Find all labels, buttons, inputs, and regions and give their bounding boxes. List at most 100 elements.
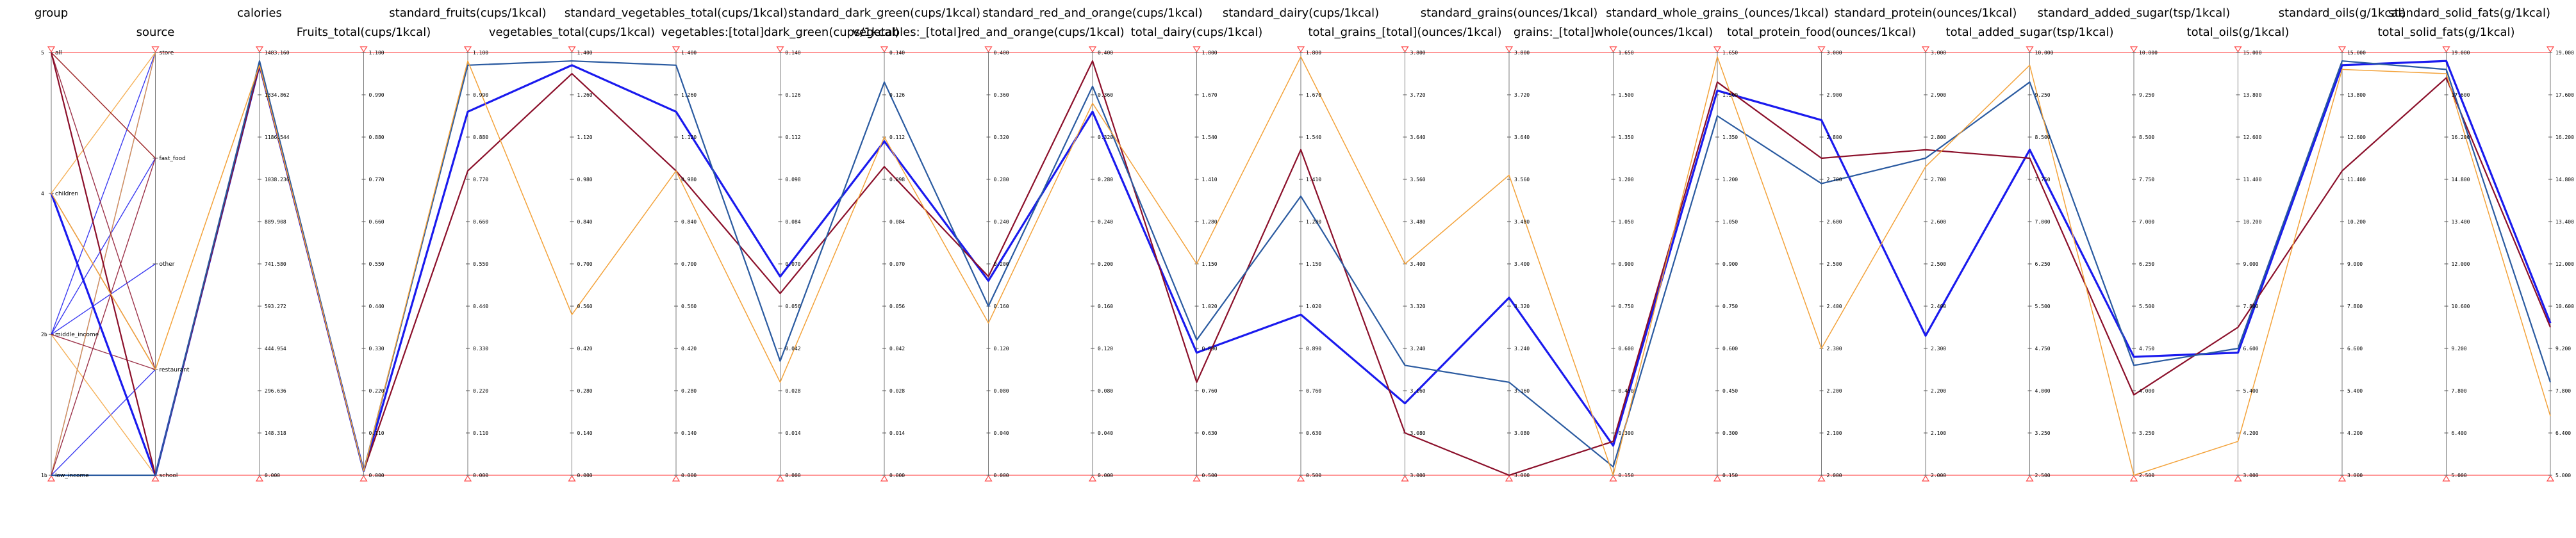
axis-bottom-marker [1088, 475, 1097, 482]
tick-label: 0.070 [786, 261, 801, 267]
tick-label: 0.140 [681, 430, 697, 436]
tick-label: 2.500 [2139, 473, 2154, 478]
tick-label: 12.000 [2555, 261, 2574, 267]
tick-label: 0.000 [1098, 473, 1113, 478]
tick-label: 5.000 [2555, 473, 2571, 478]
tick-label: 3.400 [1410, 261, 1426, 267]
tick-label: 4.000 [2139, 388, 2154, 394]
tick-label: 1.410 [1202, 177, 1218, 183]
tick-label: 3.000 [1827, 50, 1842, 56]
axis-bottom-marker [255, 475, 264, 482]
tick-label: 0.070 [889, 261, 905, 267]
tick-label: 1.800 [1306, 50, 1321, 56]
tick-label: 2.900 [1827, 92, 1842, 98]
tick-label: 0.330 [369, 346, 384, 352]
tick-label: 15.000 [2347, 50, 2366, 56]
tick-label: 6.250 [2035, 261, 2051, 267]
tick-label: 1.500 [1619, 92, 1634, 98]
tick-label: 0.080 [994, 388, 1009, 394]
tick-label: 0.980 [681, 177, 697, 183]
tick-label: 2.600 [1827, 219, 1842, 225]
tick-label: 741.580 [265, 261, 286, 267]
tick-label: 0.600 [1722, 346, 1738, 352]
tick-label: 0.770 [473, 177, 488, 183]
tick-label: 4.200 [2347, 430, 2363, 436]
axis-title: standard_solid_fats(g/1kcal) [2388, 6, 2550, 20]
tick-label: 13.800 [2347, 92, 2366, 98]
tick-label: 3.640 [1514, 134, 1530, 140]
axis-top-marker [2442, 46, 2450, 53]
tick-label: 0.280 [994, 177, 1009, 183]
tick-label: 10.600 [2555, 304, 2574, 309]
axis-bottom-marker [880, 475, 889, 482]
tick-label: 0.900 [1619, 261, 1634, 267]
tick-label: 0.750 [1722, 304, 1738, 309]
tick-label: 0.770 [369, 177, 384, 183]
tick-label: 1.540 [1306, 134, 1321, 140]
tick-label: 3.560 [1410, 177, 1426, 183]
tick-label: 0.330 [473, 346, 488, 352]
tick-label: 3.160 [1514, 388, 1530, 394]
tick-label: 0.014 [786, 430, 801, 436]
tick-label: 1.800 [1202, 50, 1218, 56]
tick-label: 19.000 [2555, 50, 2574, 56]
axis-bottom-marker [359, 475, 368, 482]
axis-bottom-marker [47, 475, 56, 482]
tick-label: 8.500 [2139, 134, 2154, 140]
tick-label: 0.160 [994, 304, 1009, 309]
axis-title: vegetables_total(cups/1kcal) [489, 26, 655, 39]
tick-label: 1.670 [1306, 92, 1321, 98]
tick-label: 0.980 [577, 177, 593, 183]
tick-label: 0.000 [786, 473, 801, 478]
tick-label: 1.400 [577, 50, 593, 56]
tick-label: 0.420 [681, 346, 697, 352]
tick-label: 7.750 [2139, 177, 2154, 183]
axis-bottom-marker [1505, 475, 1514, 482]
tick-label: 0.320 [1098, 134, 1113, 140]
axis-top-marker [1193, 46, 1201, 53]
tick-label: 0.220 [369, 388, 384, 394]
category-link-line [51, 52, 156, 194]
axis-top-marker [47, 46, 56, 53]
tick-label: 0.880 [369, 134, 384, 140]
axis-bottom-marker [2129, 475, 2138, 482]
axis-bottom-marker [463, 475, 472, 482]
category-label: low_income [55, 473, 89, 479]
axis-top-marker [672, 46, 681, 53]
tick-label: 0.140 [577, 430, 593, 436]
tick-label: 0.240 [994, 219, 1009, 225]
tick-label: 0.440 [473, 304, 488, 309]
tick-label: 3.400 [1514, 261, 1530, 267]
axis-bottom-marker [1401, 475, 1409, 482]
tick-label: 3.640 [1410, 134, 1426, 140]
tick-label: 0.112 [786, 134, 801, 140]
axis-top-marker [2338, 46, 2347, 53]
axis-top-marker [2026, 46, 2034, 53]
tick-label: 0.150 [1722, 473, 1738, 478]
tick-label: 1.280 [1202, 219, 1218, 225]
category-link-line [51, 158, 156, 476]
category-link-line [51, 52, 156, 159]
category-label: fast_food [160, 156, 186, 162]
axis-bottom-marker [776, 475, 784, 482]
tick-label: 0.300 [1722, 430, 1738, 436]
tick-label: 0.900 [1722, 261, 1738, 267]
tick-label: 3.720 [1514, 92, 1530, 98]
axis-top-marker [2129, 46, 2138, 53]
tick-label: 1.260 [577, 92, 593, 98]
tick-label: 3.000 [2243, 473, 2259, 478]
tick-label: 1.100 [473, 50, 488, 56]
tick-label: 0.550 [473, 261, 488, 267]
tick-label: 7.800 [2555, 388, 2571, 394]
axis-bottom-marker [151, 475, 160, 482]
tick-label: 3.080 [1514, 430, 1530, 436]
tick-label: 3.240 [1514, 346, 1530, 352]
tick-label: 0.000 [681, 473, 697, 478]
tick-label: 1.540 [1202, 134, 1218, 140]
tick-label: 19.000 [2452, 50, 2470, 56]
tick-label: 7.800 [2243, 304, 2259, 309]
tick-label: 0.760 [1306, 388, 1321, 394]
tick-label: 0.000 [369, 473, 384, 478]
tick-label: 17.600 [2452, 92, 2470, 98]
axis-top-marker [151, 46, 160, 53]
